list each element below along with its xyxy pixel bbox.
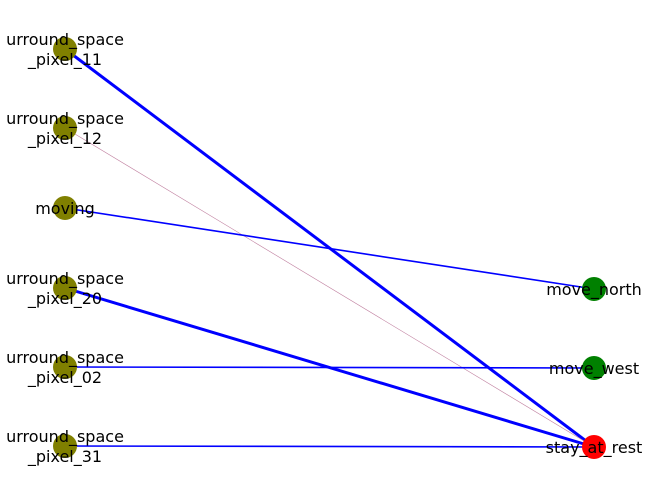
node-label-line: stay_at_rest: [546, 438, 643, 458]
node-out1: [582, 277, 606, 301]
node-label-in6: urround_space _pixel_31: [6, 427, 124, 467]
node-label-in1: urround_space _pixel_11: [6, 30, 124, 70]
node-label-line: urround_space: [6, 109, 124, 129]
node-label-line: _pixel_12: [27, 129, 102, 149]
node-label-line: urround_space: [6, 269, 124, 289]
node-label-line: moving: [35, 199, 95, 218]
node-label-out3: stay_at_rest: [546, 438, 643, 458]
node-label-line: _pixel_20: [27, 289, 102, 309]
node-label-in3: moving: [35, 199, 95, 218]
node-label-in5: urround_space _pixel_02: [6, 348, 124, 388]
node-label-line: move_west: [549, 359, 639, 379]
node-in5: [53, 355, 77, 379]
node-label-out2: move_west: [549, 359, 639, 379]
node-out2: [582, 356, 606, 380]
node-in2: [53, 116, 77, 140]
node-label-line: _pixel_31: [27, 447, 102, 467]
node-in3: [53, 196, 77, 220]
node-label-line: urround_space: [6, 427, 124, 447]
edge-in5-out2: [64, 366, 595, 369]
node-label-line: _pixel_02: [27, 368, 102, 388]
edges-layer: [64, 47, 595, 449]
node-in6: [53, 434, 77, 458]
edge-in3-out1: [64, 207, 595, 290]
node-label-in4: urround_space _pixel_20: [6, 269, 124, 309]
node-label-line: move_north: [546, 280, 642, 300]
node-label-line: urround_space: [6, 30, 124, 50]
node-in1: [53, 37, 77, 61]
nodes-layer: [53, 37, 606, 459]
node-label-in2: urround_space _pixel_12: [6, 109, 124, 149]
edge-in2-out3: [64, 127, 595, 448]
node-in4: [53, 276, 77, 300]
edge-in6-out3: [64, 445, 595, 448]
node-label-out1: move_north: [546, 280, 642, 300]
node-out3: [582, 435, 606, 459]
node-label-line: _pixel_11: [27, 50, 102, 70]
node-label-line: urround_space: [6, 348, 124, 368]
